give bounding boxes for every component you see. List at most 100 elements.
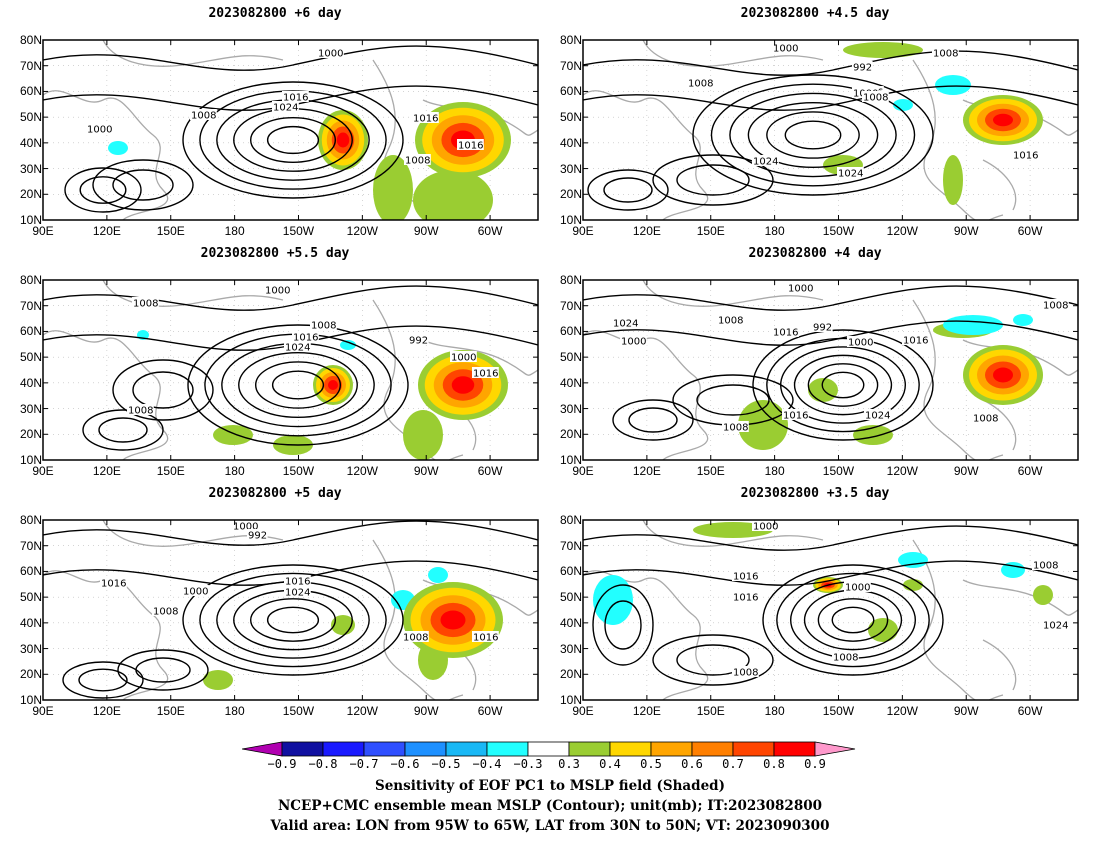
colorbar-tick-label: −0.8 bbox=[308, 757, 338, 771]
contour-label: 1008 bbox=[403, 633, 428, 644]
colorbar-swatch bbox=[773, 741, 816, 757]
lon-tick-label: 150E bbox=[156, 224, 185, 238]
sensitivity-shade-positive bbox=[203, 670, 233, 690]
sensitivity-shade-hotspot bbox=[993, 113, 1013, 127]
mslp-contour bbox=[676, 644, 750, 676]
coastline bbox=[102, 280, 284, 307]
panel-title: 2023082800 +5.5 day bbox=[200, 246, 350, 261]
colorbar-swatch bbox=[445, 741, 488, 757]
map-svg: 1000 1008 1016 1016 1000 1024 1008 1008 bbox=[582, 519, 1079, 701]
map-panel-5-5day: 2023082800 +5.5 day 1008 1000 1008 1016 1024… bbox=[0, 240, 550, 480]
contour-label-bg bbox=[782, 409, 809, 420]
contour-label-bg bbox=[1042, 299, 1069, 310]
contour-label-bg bbox=[612, 317, 639, 328]
mslp-contour bbox=[271, 370, 325, 400]
contour-label: 1008 bbox=[933, 49, 958, 60]
mslp-contour bbox=[238, 351, 358, 419]
coastline bbox=[982, 399, 1017, 451]
contour-label-bg bbox=[732, 591, 759, 602]
lat-tick-label: 70N bbox=[559, 58, 582, 73]
mslp-contour bbox=[82, 409, 164, 451]
sensitivity-shade-hotspot bbox=[451, 376, 475, 394]
mslp-contour bbox=[249, 598, 337, 642]
contour-label-bg bbox=[732, 570, 759, 581]
lon-tick-label: 120E bbox=[632, 464, 661, 478]
contour-label-bg bbox=[284, 341, 311, 352]
coastline bbox=[912, 59, 1004, 220]
contour-label: 1016 bbox=[733, 572, 758, 583]
contour-label: 1024 bbox=[613, 319, 638, 330]
lat-tick-label: 10N bbox=[559, 693, 582, 707]
lat-tick-label: 60N bbox=[559, 564, 582, 579]
contour-label: 1008 bbox=[1033, 561, 1058, 572]
contour-label: 1016 bbox=[283, 93, 308, 104]
lon-tick-label: 150E bbox=[696, 224, 725, 238]
colorbar-tick-label: −0.3 bbox=[513, 757, 543, 771]
mslp-contour bbox=[132, 371, 194, 409]
mslp-contour bbox=[604, 600, 642, 650]
lon-tick-label: 150W bbox=[822, 704, 855, 718]
mslp-contour bbox=[784, 120, 842, 150]
colorbar-tick-label: 0.9 bbox=[804, 757, 826, 771]
contour-label: 1024 bbox=[285, 588, 310, 599]
sensitivity-shade-hotspot bbox=[440, 610, 466, 630]
lon-tick-label: 90W bbox=[413, 224, 439, 238]
contour-label: 1016 bbox=[903, 336, 928, 347]
contour-label: 992 bbox=[409, 336, 428, 347]
lat-tick-label: 20N bbox=[559, 187, 582, 202]
mslp-contour bbox=[266, 606, 320, 634]
lon-tick-label: 150W bbox=[282, 704, 315, 718]
mslp-contour bbox=[592, 584, 654, 666]
contour-label-bg bbox=[450, 351, 477, 362]
contour-label: 1000 bbox=[233, 522, 258, 533]
contour-label-bg bbox=[272, 101, 299, 112]
lon-tick-label: 150W bbox=[822, 224, 855, 238]
lon-tick-label: 120E bbox=[632, 704, 661, 718]
contour-label-bg bbox=[832, 651, 859, 662]
mslp-contour bbox=[696, 384, 770, 416]
contour-label: 1016 bbox=[473, 633, 498, 644]
contour-label-bg bbox=[408, 334, 429, 345]
mslp-contour bbox=[187, 324, 409, 446]
contour-label-bg bbox=[812, 321, 833, 332]
contour-label-bg bbox=[752, 520, 779, 531]
mslp-contour bbox=[583, 320, 1078, 346]
lon-tick-label: 120E bbox=[92, 224, 121, 238]
mslp-contour bbox=[603, 177, 653, 203]
lat-tick-label: 50N bbox=[559, 590, 582, 605]
mslp-contour bbox=[612, 399, 694, 441]
contour-label: 1016 bbox=[1013, 151, 1038, 162]
map-frame bbox=[42, 39, 539, 221]
lon-tick-label: 60W bbox=[477, 224, 503, 238]
sensitivity-shade-hotspot bbox=[328, 380, 338, 390]
map-area: 1000 1016 1024 1008 1016 1008 1016 1000 bbox=[42, 39, 539, 221]
contour-label: 1016 bbox=[458, 141, 483, 152]
coastline bbox=[982, 639, 1017, 691]
contour-label: 1008 bbox=[718, 316, 743, 327]
mslp-contour bbox=[710, 83, 916, 187]
map-panel-5day: 2023082800 +5 day 1000 992 1016 1008 1000 101… bbox=[0, 480, 550, 720]
colorbar-swatch bbox=[486, 741, 529, 757]
contour-label: 1024 bbox=[865, 411, 890, 422]
colorbar-swatch bbox=[281, 741, 324, 757]
sensitivity-shade-negative bbox=[428, 567, 448, 583]
caption-line-3: Valid area: LON from 95W to 65W, LAT fro… bbox=[270, 818, 830, 834]
colorbar-swatch bbox=[732, 741, 775, 757]
colorbar-tick-label: −0.4 bbox=[472, 757, 502, 771]
contour-label-bg bbox=[847, 336, 874, 347]
panel-title: 2023082800 +5 day bbox=[208, 486, 342, 501]
contour-label-bg bbox=[412, 112, 439, 123]
contour-label-bg bbox=[972, 412, 999, 423]
lat-tick-label: 70N bbox=[559, 538, 582, 553]
sensitivity-shade-negative bbox=[340, 340, 356, 350]
map-panel-6day: 2023082800 +6 day 1000 1016 1024 1008 1016 10… bbox=[0, 0, 550, 240]
contour-label: 1016 bbox=[413, 114, 438, 125]
contour-label-bg bbox=[317, 47, 344, 58]
sensitivity-shade-negative bbox=[1013, 314, 1033, 326]
sensitivity-shade-negative bbox=[108, 141, 128, 155]
contour-label: 992 bbox=[248, 531, 267, 542]
colorbar-tick-label: 0.5 bbox=[640, 757, 662, 771]
sensitivity-shade-negative bbox=[935, 75, 971, 95]
sensitivity-shade-positive bbox=[403, 410, 443, 460]
